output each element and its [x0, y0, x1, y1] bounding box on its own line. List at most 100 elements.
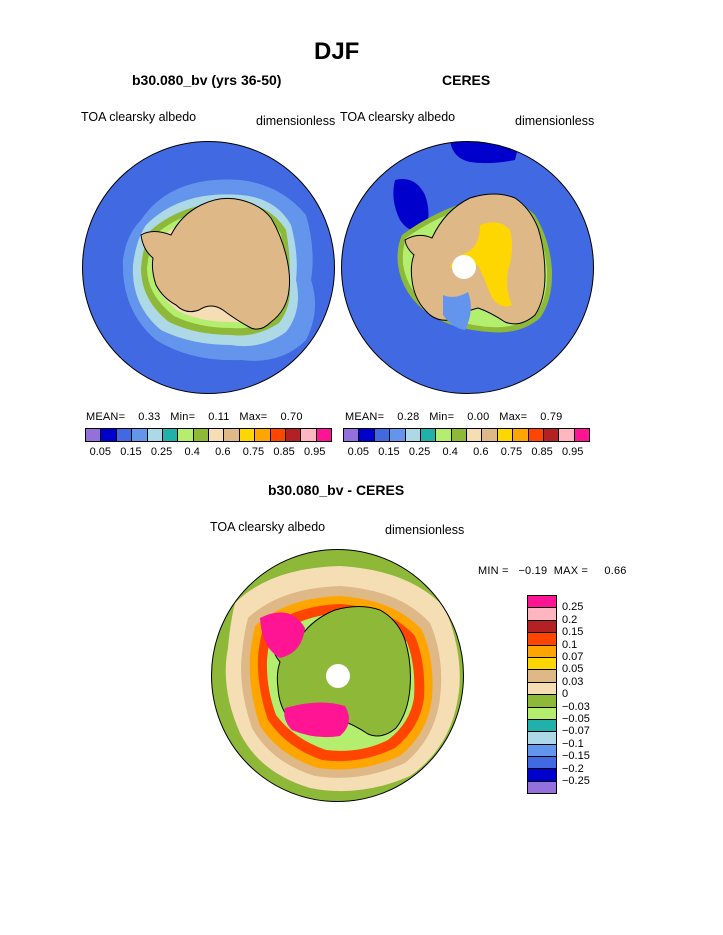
antarctica-landmass [140, 197, 291, 330]
colorbar-swatch [528, 608, 556, 621]
colorbar-swatch [405, 429, 421, 441]
panel2-variable-label: TOA clearsky albedo [340, 110, 456, 124]
panel1-max-value: 0.70 [280, 411, 303, 423]
colorbar-swatch [528, 757, 556, 770]
panel2-min-value: 0.00 [467, 411, 490, 423]
pole-hole [326, 664, 350, 688]
panel1-min-label: Min= [170, 411, 196, 423]
colorbar-tick-label: 0.15 [562, 626, 584, 639]
colorbar-tick-label: 0.1 [562, 638, 578, 651]
transition-ribbon [443, 292, 471, 330]
positive-patch-peninsula [260, 612, 305, 658]
colorbar-swatch [528, 645, 556, 658]
colorbar-swatch [574, 429, 589, 441]
panel3-units-label: dimensionless [385, 523, 465, 537]
colorbar-tick-label: −0.25 [562, 775, 590, 787]
colorbar-tick-label: 0.25 [150, 446, 173, 458]
panel3-stats: MIN = −0.19 MAX = 0.66 [478, 565, 627, 577]
colorbar-swatch [528, 695, 556, 708]
colorbar-swatch [390, 429, 406, 441]
colorbar-tick-label: 0.85 [273, 446, 295, 458]
colorbar-swatch [543, 429, 560, 441]
panel1-title: b30.080_bv (yrs 36-50) [132, 72, 282, 88]
colorbar-tick-label: 0.03 [562, 675, 584, 688]
colorbar-tick-label: 0.2 [562, 613, 578, 626]
colorbar-swatch [270, 429, 286, 441]
panel1-polar-map [82, 141, 335, 394]
colorbar-swatch [420, 429, 437, 441]
low-albedo-patch [393, 179, 429, 232]
colorbar-tick-label: −0.03 [562, 700, 590, 713]
colorbar-tick-label: 0.15 [378, 446, 400, 458]
colorbar-swatch [178, 429, 194, 441]
colorbar-tick-label: 0.6 [215, 446, 231, 458]
colorbar-tick-label: 0.07 [562, 651, 584, 663]
colorbar-swatch [162, 429, 179, 441]
colorbar-tick-label: 0.05 [562, 663, 584, 676]
panel3-max-label: MAX = [553, 565, 589, 577]
colorbar-swatch [497, 429, 514, 441]
colorbar-tick-label: 0.15 [120, 446, 142, 458]
colorbar-swatch [147, 429, 163, 441]
colorbar-tick-label: −0.2 [562, 762, 584, 775]
pole-hole [452, 255, 476, 279]
colorbar-tick-label: −0.1 [562, 737, 584, 750]
colorbar-tick-label: 0.6 [473, 446, 489, 458]
panel1-min-value: 0.11 [208, 411, 230, 423]
panel3-polar-map [211, 549, 464, 802]
colorbar-tick-label: 0.75 [500, 446, 523, 458]
colorbar-tick-label: 0.05 [347, 446, 370, 458]
panel1-variable-label: TOA clearsky albedo [81, 110, 197, 124]
panel1-mean-value: 0.33 [138, 411, 161, 423]
panel2-mean-label: MEAN= [345, 411, 385, 423]
colorbar-swatch [528, 670, 556, 683]
colorbar-swatch [209, 429, 225, 441]
colorbar-swatch [528, 744, 556, 758]
panel1-max-label: Max= [239, 411, 268, 423]
colorbar-swatch [374, 429, 391, 441]
figure-title: DJF [314, 38, 360, 65]
panel2-max-value: 0.79 [540, 411, 563, 423]
colorbar-swatch [224, 429, 240, 441]
panel3-title: b30.080_bv - CERES [268, 482, 405, 498]
panel2-stats: MEAN= 0.28 Min= 0.00 Max= 0.79 [345, 411, 563, 423]
colorbar-tick-label: −0.15 [562, 750, 590, 763]
panel1-colorbar [85, 428, 332, 442]
panel2-mean-value: 0.28 [397, 411, 420, 423]
colorbar-tick-label: 0.25 [408, 446, 431, 458]
colorbar-swatch [239, 429, 256, 441]
panel3-colorbar [527, 595, 557, 795]
colorbar-tick-label: 0.85 [531, 446, 553, 458]
colorbar-swatch [132, 429, 148, 441]
colorbar-tick-label: −0.05 [562, 713, 590, 725]
colorbar-swatch [528, 719, 556, 733]
panel3-min-label: MIN = [478, 565, 509, 577]
colorbar-tick-label: 0.4 [184, 446, 200, 458]
panel1-stats: MEAN= 0.33 Min= 0.11 Max= 0.70 [86, 411, 303, 423]
panel2-title: CERES [442, 72, 491, 88]
positive-patch-south [284, 702, 349, 738]
colorbar-swatch [301, 429, 317, 441]
colorbar-swatch [467, 429, 483, 441]
colorbar-swatch [528, 429, 544, 441]
colorbar-swatch [316, 429, 331, 441]
colorbar-swatch [528, 620, 556, 634]
high-albedo-plateau [450, 222, 513, 307]
colorbar-swatch [193, 429, 209, 441]
colorbar-swatch [528, 769, 556, 782]
colorbar-swatch [528, 732, 556, 745]
colorbar-swatch [513, 429, 529, 441]
colorbar-tick-label: 0.05 [89, 446, 112, 458]
colorbar-swatch [528, 682, 556, 696]
colorbar-swatch [528, 657, 556, 671]
colorbar-tick-label: 0 [562, 688, 569, 701]
panel1-units-label: dimensionless [256, 114, 336, 128]
panel2-colorbar [343, 428, 590, 442]
colorbar-tick-label: 0.25 [562, 601, 584, 614]
colorbar-tick-label: 0.95 [303, 446, 326, 458]
colorbar-swatch [344, 429, 360, 441]
colorbar-swatch [86, 429, 102, 441]
panel1-mean-label: MEAN= [86, 411, 126, 423]
panel2-polar-map [341, 141, 594, 394]
colorbar-swatch [285, 429, 302, 441]
